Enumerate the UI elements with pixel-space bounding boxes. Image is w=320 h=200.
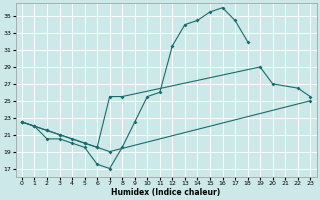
X-axis label: Humidex (Indice chaleur): Humidex (Indice chaleur) <box>111 188 221 197</box>
